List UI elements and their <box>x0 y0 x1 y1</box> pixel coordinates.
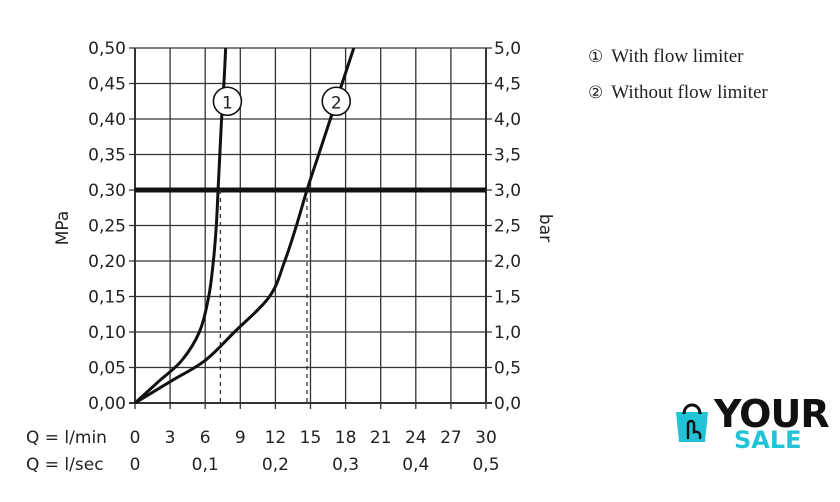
y-right-tick-label: 0,0 <box>494 394 521 414</box>
y-left-tick-label: 0,30 <box>88 181 126 201</box>
x-secondary-tick-label: 0,2 <box>262 455 289 475</box>
x-primary-tick-label: 21 <box>370 428 392 448</box>
shopping-bag-icon <box>676 403 708 442</box>
y-left-tick-label: 0,35 <box>88 146 126 166</box>
series-line-1 <box>133 47 228 405</box>
y-axis-right-label: bar <box>535 214 555 242</box>
legend-marker-2: ② <box>588 83 604 103</box>
x-secondary-tick-label: 0,3 <box>332 455 359 475</box>
y-right-tick-label: 3,0 <box>494 181 521 201</box>
x-primary-tick-label: 18 <box>335 428 357 448</box>
y-right-tick-label: 4,5 <box>494 75 521 95</box>
y-right-tick-label: 2,0 <box>494 252 521 272</box>
y-left-tick-label: 0,20 <box>88 252 126 272</box>
y-left-tick-label: 0,05 <box>88 359 126 379</box>
logo-word-sale: SALE <box>734 426 802 454</box>
y-right-ticks: 0,0 0,5 1,0 1,5 2,0 2,5 3,0 3,5 4,0 4,5 5,0 <box>494 39 521 414</box>
legend-item-without-limiter: ② Without flow limiter <box>588 82 768 104</box>
curve-marker-label: 2 <box>331 93 342 113</box>
x-secondary-tick-label: 0,4 <box>402 455 429 475</box>
logo-word-your: YOUR <box>714 392 830 436</box>
y-left-tick-label: 0,15 <box>88 288 126 308</box>
y-left-tick-label: 0,45 <box>88 75 126 95</box>
legend-label-2: Without flow limiter <box>611 82 768 103</box>
y-left-tick-label: 0,25 <box>88 217 126 237</box>
chart-grid <box>129 47 492 409</box>
x-primary-tick-label: 27 <box>440 428 462 448</box>
y-left-tick-label: 0,50 <box>88 39 126 59</box>
x-secondary-tick-label: 0 <box>130 455 141 475</box>
curve-marker-circle <box>212 86 243 117</box>
x-primary-tick-label: 9 <box>235 428 246 448</box>
x-secondary-tick-label: 0,5 <box>472 455 499 475</box>
x-primary-ticks: 0 3 6 9 12 15 18 21 24 27 30 <box>130 428 497 448</box>
x-primary-tick-label: 30 <box>475 428 497 448</box>
x-primary-tick-label: 6 <box>200 428 211 448</box>
y-right-tick-label: 4,0 <box>494 110 521 130</box>
your-sale-logo: YOUR SALE <box>668 392 830 454</box>
y-right-tick-label: 5,0 <box>494 39 521 59</box>
x-secondary-ticks: 0 0,1 0,2 0,3 0,4 0,5 <box>130 455 500 475</box>
legend-label-1: With flow limiter <box>611 46 744 67</box>
series-line-2 <box>134 47 356 405</box>
y-left-ticks: 0,00 0,05 0,10 0,15 0,20 0,25 0,30 0,35 0,40 0,45… <box>88 39 126 414</box>
operating-point-dashes <box>219 190 308 403</box>
y-left-tick-label: 0,00 <box>88 394 126 414</box>
curve-marker-label: 1 <box>222 93 233 113</box>
x-axis-primary-label: Q = l/min <box>26 428 107 448</box>
x-primary-tick-label: 24 <box>405 428 427 448</box>
y-right-tick-label: 2,5 <box>494 217 521 237</box>
x-primary-tick-label: 0 <box>130 428 141 448</box>
y-right-tick-label: 3,5 <box>494 146 521 166</box>
legend-marker-1: ① <box>588 47 604 67</box>
x-primary-tick-label: 15 <box>300 428 322 448</box>
x-primary-tick-label: 3 <box>165 428 176 448</box>
x-secondary-tick-label: 0,1 <box>192 455 219 475</box>
curve-marker-circle <box>321 86 352 117</box>
series-curves <box>133 47 356 405</box>
y-left-tick-label: 0,10 <box>88 323 126 343</box>
y-right-tick-label: 1,5 <box>494 288 521 308</box>
y-axis-left-label: MPa <box>53 211 73 246</box>
y-left-tick-label: 0,40 <box>88 110 126 130</box>
x-primary-tick-label: 12 <box>265 428 287 448</box>
legend-item-with-limiter: ① With flow limiter <box>588 46 743 68</box>
y-right-tick-label: 1,0 <box>494 323 521 343</box>
y-right-tick-label: 0,5 <box>494 359 521 379</box>
x-axis-secondary-label: Q = l/sec <box>26 455 104 475</box>
